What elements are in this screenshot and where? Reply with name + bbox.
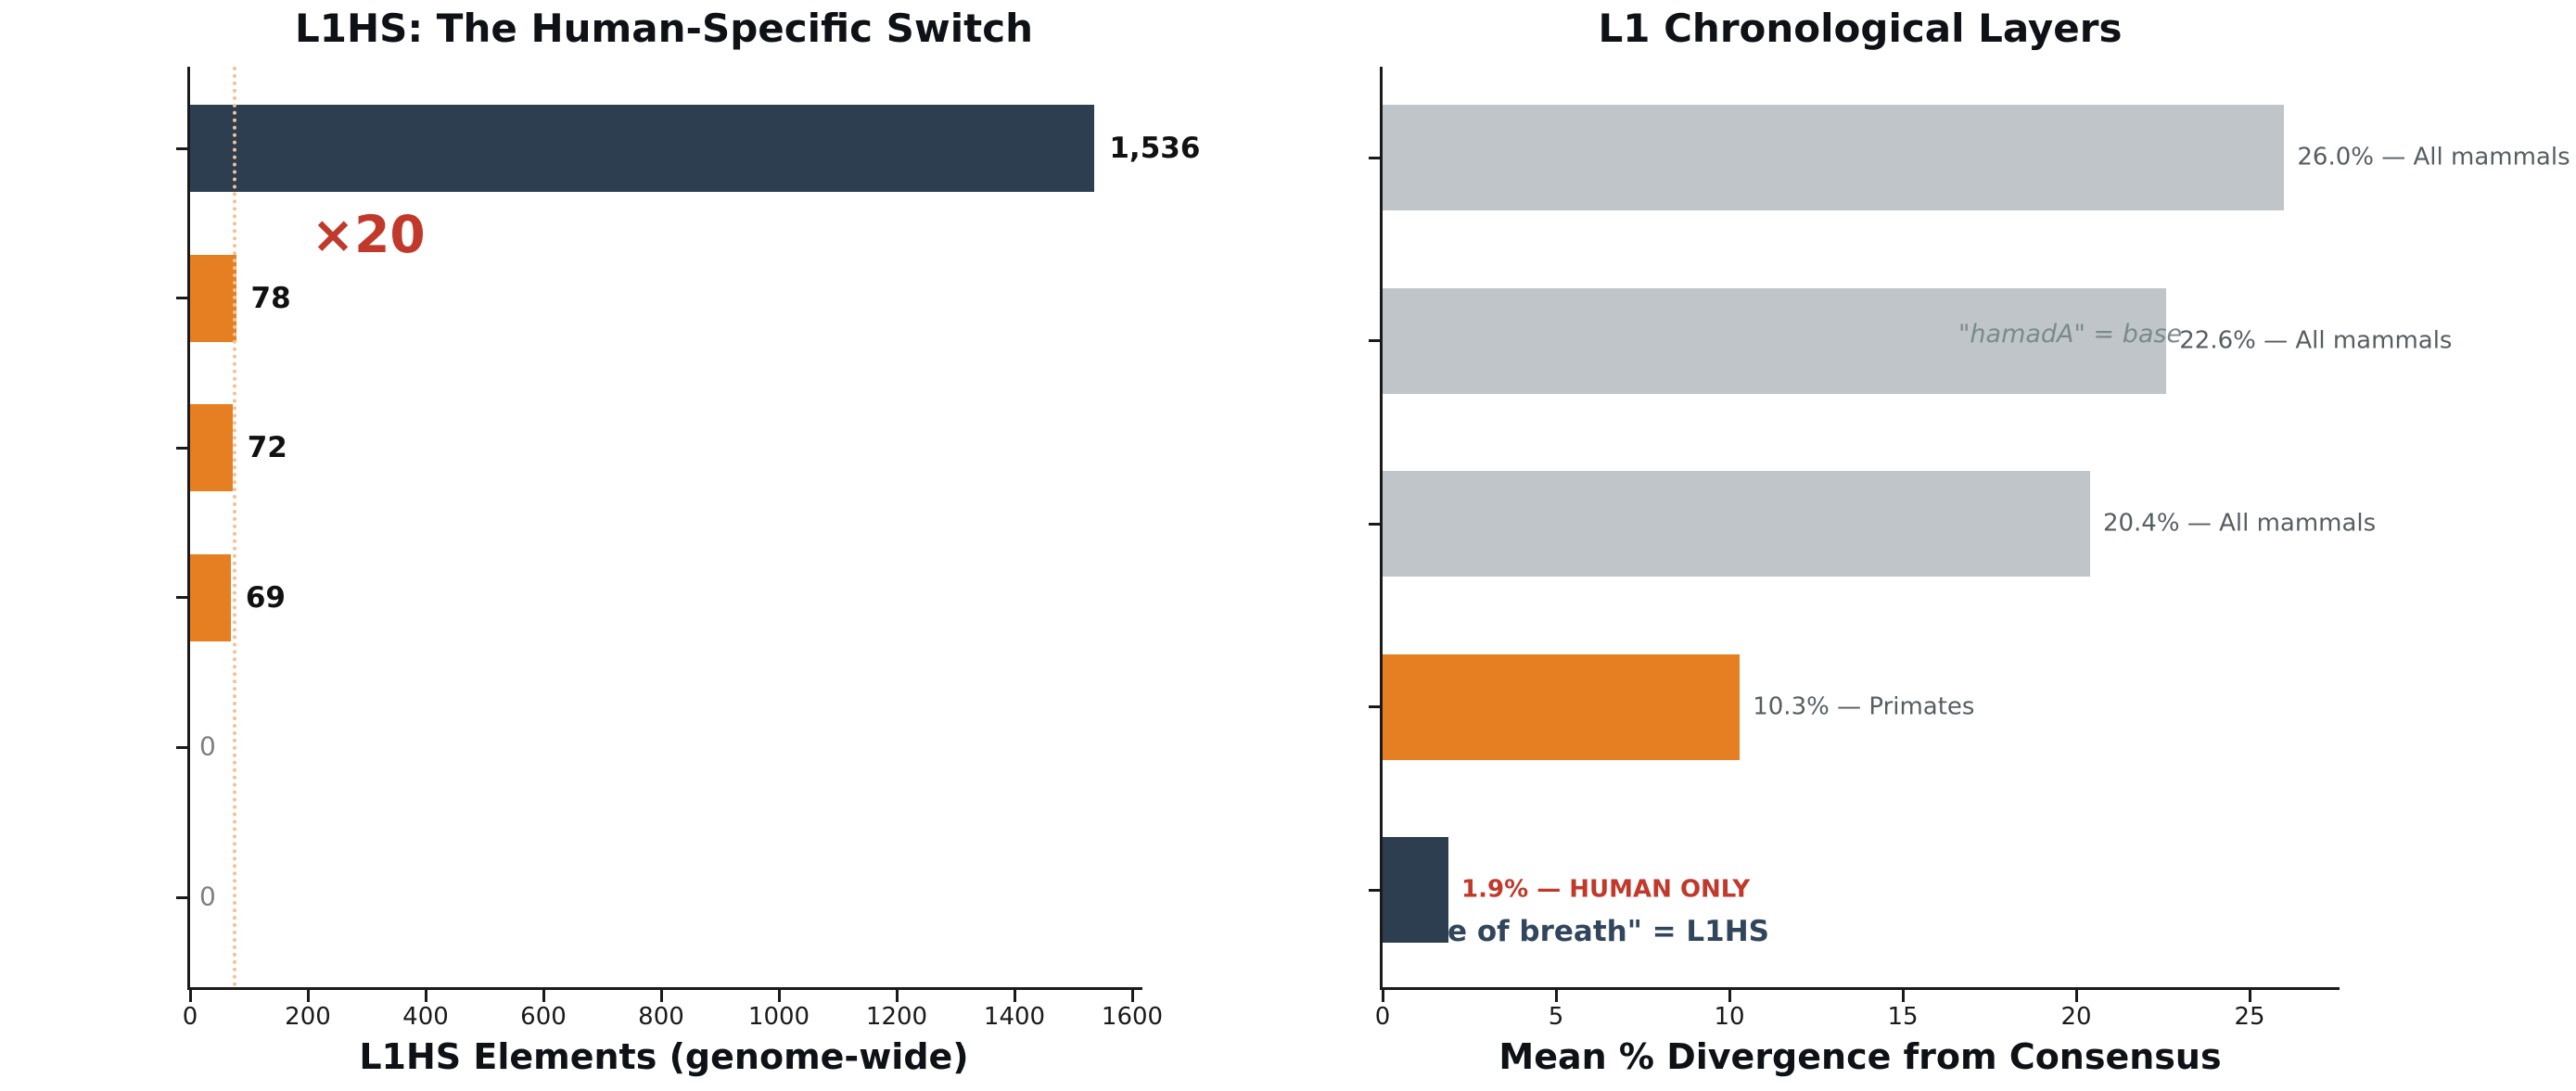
value-label-l1m-60-mya: 20.4% — All mammals bbox=[2102, 509, 2377, 538]
bar-w-gorilla bbox=[190, 404, 233, 492]
bar-l1m-60-mya bbox=[1383, 471, 2090, 577]
value-label-chimp: 69 bbox=[245, 580, 286, 615]
y-axis-spine bbox=[187, 67, 190, 990]
y-tick-mark bbox=[176, 297, 187, 300]
x-tick-label: 25 bbox=[2234, 1003, 2265, 1031]
x-tick-mark bbox=[1728, 990, 1731, 1002]
x-tick-mark bbox=[895, 990, 899, 1002]
bar-l1mc-80-mya bbox=[1383, 287, 2167, 394]
y-tick-mark bbox=[176, 446, 187, 450]
x-axis-spine bbox=[187, 987, 1142, 990]
bar-chimp bbox=[190, 553, 231, 641]
y-tick-mark bbox=[176, 745, 187, 749]
x-tick-mark bbox=[1013, 990, 1016, 1002]
bar-l1hs-6-mya bbox=[1383, 837, 1449, 944]
x-tick-mark bbox=[777, 990, 781, 1002]
ape-level-refline bbox=[232, 67, 236, 987]
x-tick-mark bbox=[2074, 990, 2078, 1002]
x-tick-mark bbox=[1381, 990, 1384, 1002]
x-tick-mark bbox=[1901, 990, 1905, 1002]
right-chart-xaxis-label: Mean % Divergence from Consensus bbox=[1498, 1036, 2222, 1077]
x-tick-mark bbox=[424, 990, 427, 1002]
x-tick-mark bbox=[306, 990, 310, 1002]
x-tick-label: 5 bbox=[1548, 1003, 1564, 1031]
multiplier-annotation: ×20 bbox=[312, 205, 426, 264]
value-label-orangutan: 0 bbox=[199, 730, 216, 762]
x-tick-label: 400 bbox=[402, 1003, 449, 1031]
y-tick-mark bbox=[176, 895, 187, 899]
value-label-bonobo: 78 bbox=[250, 281, 291, 315]
value-label-l1mc-80-mya: 22.6% — All mammals bbox=[2179, 326, 2453, 355]
x-tick-mark bbox=[659, 990, 663, 1002]
x-tick-mark bbox=[1130, 990, 1134, 1002]
value-label-w-gorilla: 72 bbox=[247, 431, 287, 465]
x-tick-label: 600 bbox=[520, 1003, 567, 1031]
x-tick-mark bbox=[542, 990, 545, 1002]
bar-bonobo bbox=[190, 254, 236, 342]
bar-l1me-100-mya bbox=[1383, 105, 2285, 210]
y-tick-mark bbox=[1369, 522, 1380, 526]
x-tick-mark bbox=[1554, 990, 1558, 1002]
left-chart-xaxis-label: L1HS Elements (genome-wide) bbox=[359, 1036, 969, 1077]
value-label-human: 1,536 bbox=[1109, 131, 1201, 165]
y-tick-mark bbox=[1369, 705, 1380, 709]
x-tick-label: 0 bbox=[182, 1003, 198, 1031]
bar-human bbox=[190, 105, 1095, 192]
value-label-l1me-100-mya: 26.0% — All mammals bbox=[2297, 143, 2570, 171]
x-tick-label: 1600 bbox=[1101, 1003, 1164, 1031]
value-label-l1hs-6-mya: 1.9% — HUMAN ONLY bbox=[1461, 876, 1751, 905]
y-tick-mark bbox=[1369, 339, 1380, 343]
hamada-annotation: "hamadA" = base bbox=[1958, 320, 2183, 349]
x-tick-label: 1000 bbox=[747, 1003, 810, 1031]
x-tick-mark bbox=[188, 990, 192, 1002]
value-label-baboon: 0 bbox=[199, 881, 216, 912]
x-tick-label: 20 bbox=[2060, 1003, 2092, 1031]
right-chart-title: L1 Chronological Layers bbox=[1598, 6, 2123, 51]
x-tick-label: 1200 bbox=[865, 1003, 928, 1031]
bar-l1pa-25-mya bbox=[1383, 653, 1741, 760]
x-tick-label: 15 bbox=[1887, 1003, 1919, 1031]
x-tick-mark bbox=[2248, 990, 2251, 1002]
left-chart-title: L1HS: The Human-Specific Switch bbox=[294, 6, 1034, 51]
x-tick-label: 200 bbox=[285, 1003, 331, 1031]
x-tick-label: 1400 bbox=[983, 1003, 1046, 1031]
x-tick-label: 0 bbox=[1374, 1003, 1391, 1031]
x-tick-label: 800 bbox=[638, 1003, 684, 1031]
breath-annotation: …e of breath" = L1HS bbox=[1419, 915, 1770, 948]
x-axis-spine bbox=[1380, 987, 2340, 990]
y-axis-spine bbox=[1380, 67, 1383, 990]
value-label-l1pa-25-mya: 10.3% — Primates bbox=[1753, 692, 1975, 721]
y-tick-mark bbox=[1369, 156, 1380, 159]
y-tick-mark bbox=[176, 596, 187, 600]
x-tick-label: 10 bbox=[1714, 1003, 1745, 1031]
y-tick-mark bbox=[1369, 888, 1380, 892]
y-tick-mark bbox=[176, 146, 187, 150]
